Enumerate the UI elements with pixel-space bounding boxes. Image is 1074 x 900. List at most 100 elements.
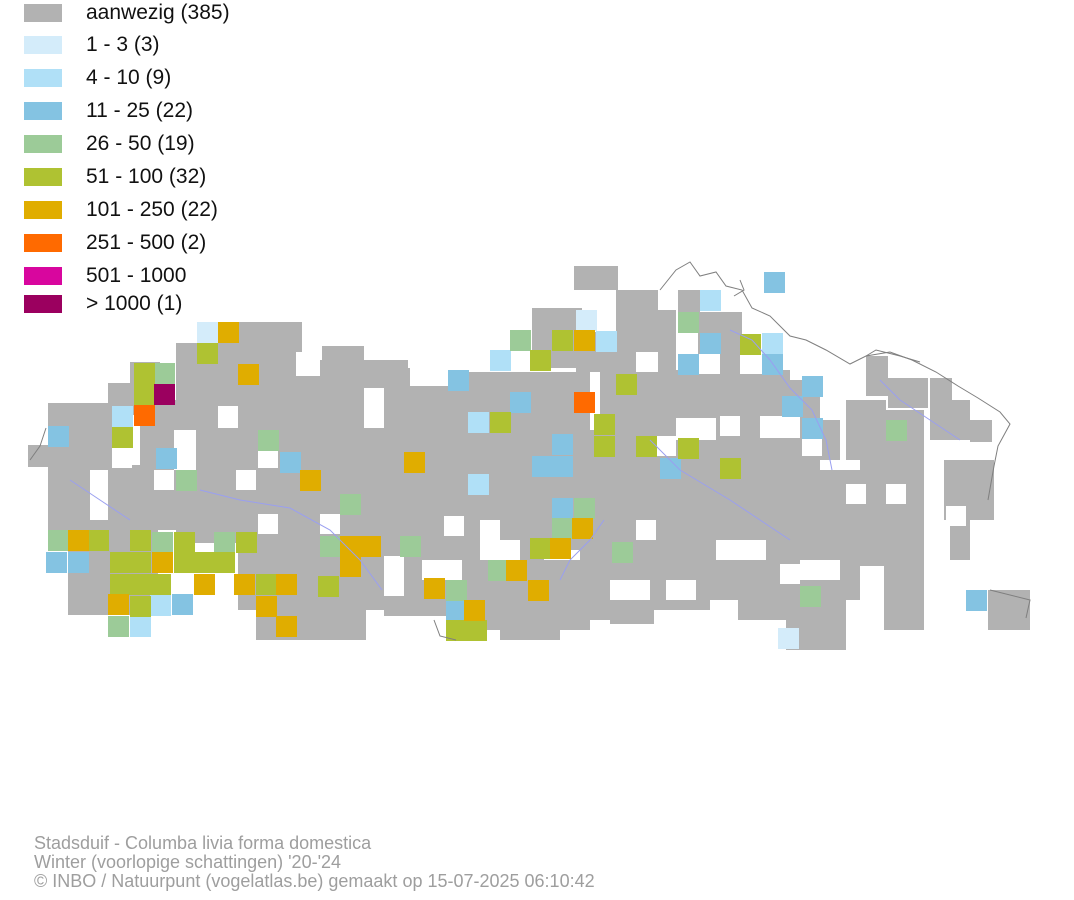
abundance-cell <box>48 426 69 447</box>
abundance-cell <box>510 330 531 351</box>
map-lines <box>29 261 1031 641</box>
abundance-cell <box>68 552 89 573</box>
abundance-cell <box>130 596 151 617</box>
abundance-cell <box>234 574 255 595</box>
abundance-cell <box>490 412 511 433</box>
empty-cell <box>656 436 676 456</box>
abundance-cell <box>552 456 573 477</box>
empty-cell <box>760 416 800 438</box>
empty-cell <box>610 580 650 600</box>
abundance-cell <box>152 532 173 553</box>
abundance-cell <box>130 616 151 637</box>
abundance-cell <box>258 430 279 451</box>
abundance-cell <box>466 620 487 641</box>
abundance-cell <box>340 494 361 515</box>
abundance-cell <box>46 552 67 573</box>
empty-cell <box>320 514 340 534</box>
credit-line: © INBO / Natuurpunt (vogelatlas.be) gema… <box>34 871 595 891</box>
abundance-cell <box>506 560 527 581</box>
map-caption: Stadsduif - Columba livia forma domestic… <box>34 834 595 891</box>
presence-cell <box>100 490 180 530</box>
abundance-cell <box>112 427 133 448</box>
abundance-cell <box>552 518 573 539</box>
empty-cell <box>384 556 404 596</box>
presence-cell <box>330 580 370 600</box>
legend-item: 4 - 10 (9) <box>24 66 171 89</box>
presence-cell <box>500 610 560 640</box>
abundance-cell <box>574 498 595 519</box>
abundance-cell <box>150 574 171 595</box>
legend-item: > 1000 (1) <box>24 292 183 315</box>
abundance-cell <box>154 363 175 384</box>
abundance-cell <box>194 552 215 573</box>
legend-item: aanwezig (385) <box>24 1 230 24</box>
legend-swatch <box>24 135 62 153</box>
empty-cell <box>860 566 884 606</box>
abundance-cell <box>740 334 761 355</box>
species-title: Stadsduif - Columba livia forma domestic… <box>34 833 372 853</box>
legend-label: 26 - 50 (19) <box>86 132 195 155</box>
abundance-cell <box>550 538 571 559</box>
abundance-cell <box>802 418 823 439</box>
river-line <box>199 489 383 591</box>
presence-cell <box>888 378 928 408</box>
empty-cell <box>946 506 966 526</box>
presence-cell <box>970 420 992 442</box>
abundance-cell <box>800 586 821 607</box>
river-line <box>879 379 961 441</box>
abundance-cell <box>112 406 133 427</box>
abundance-cell <box>218 322 239 343</box>
legend-label: 51 - 100 (32) <box>86 165 207 188</box>
abundance-cell <box>197 343 218 364</box>
abundance-cell <box>400 536 421 557</box>
river-line <box>649 439 791 541</box>
empty-cell <box>780 564 800 584</box>
empty-cell <box>258 448 278 468</box>
abundance-cell <box>130 552 151 573</box>
presence-cell <box>340 600 360 620</box>
abundance-cell <box>762 354 783 375</box>
border-line <box>989 589 1031 619</box>
abundance-cell <box>110 574 131 595</box>
abundance-cell <box>194 574 215 595</box>
abundance-cell <box>446 620 467 641</box>
legend-swatch <box>24 295 62 313</box>
legend-swatch <box>24 102 62 120</box>
legend-label: 251 - 500 (2) <box>86 231 207 254</box>
legend-label: > 1000 (1) <box>86 292 183 315</box>
presence-cell <box>574 266 618 290</box>
abundance-cell <box>176 470 197 491</box>
abundance-cell <box>762 333 783 354</box>
abundance-cell <box>280 452 301 473</box>
empty-cell <box>364 388 384 428</box>
empty-cell <box>802 436 822 456</box>
abundance-cell <box>616 374 637 395</box>
abundance-cell <box>318 576 339 597</box>
abundance-cell <box>134 405 155 426</box>
abundance-cell <box>596 331 617 352</box>
abundance-cell <box>530 538 551 559</box>
river-line <box>729 329 833 471</box>
abundance-cell <box>276 616 297 637</box>
abundance-cell <box>778 628 799 649</box>
legend-item: 51 - 100 (32) <box>24 165 207 188</box>
abundance-cell <box>594 436 615 457</box>
abundance-cell <box>154 384 175 405</box>
abundance-cell <box>152 552 173 573</box>
presence-cell <box>950 520 970 560</box>
abundance-cell <box>150 595 171 616</box>
abundance-cell <box>172 594 193 615</box>
abundance-cell <box>88 530 109 551</box>
abundance-cell <box>68 530 89 551</box>
abundance-cell <box>256 596 277 617</box>
abundance-cell <box>552 434 573 455</box>
presence-cell <box>28 445 52 467</box>
presence-cell <box>866 356 888 396</box>
presence-cell <box>846 400 886 460</box>
empty-cell <box>236 470 256 490</box>
abundance-cell <box>510 392 531 413</box>
abundance-cell <box>340 536 361 557</box>
legend-swatch <box>24 69 62 87</box>
legend-label: 101 - 250 (22) <box>86 198 218 221</box>
empty-cell <box>258 514 278 534</box>
